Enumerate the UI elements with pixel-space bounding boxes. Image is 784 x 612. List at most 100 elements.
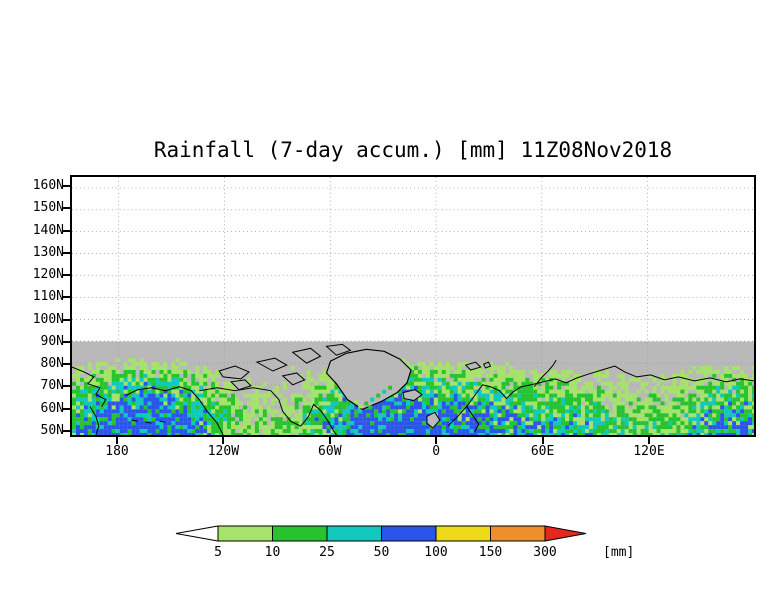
- y-tick-mark: [63, 385, 70, 388]
- rain-cell: [708, 381, 713, 386]
- rain-cell: [469, 385, 474, 390]
- rain-cell: [588, 409, 593, 414]
- rain-cell: [402, 397, 407, 402]
- rain-cell: [525, 413, 530, 418]
- rain-cell: [672, 373, 677, 378]
- rain-cell: [672, 413, 677, 418]
- rain-cell: [700, 421, 705, 426]
- rain-cell: [481, 433, 486, 435]
- rain-cell: [322, 397, 327, 402]
- rain-cell: [143, 373, 148, 378]
- rain-cell: [322, 417, 327, 422]
- rain-cell: [87, 389, 92, 394]
- rain-cell: [413, 366, 418, 371]
- rain-cell: [366, 433, 371, 435]
- rain-cell: [541, 413, 546, 418]
- rain-cell: [437, 381, 442, 386]
- rain-cell: [469, 389, 474, 394]
- rain-cell: [664, 385, 669, 390]
- rain-cell: [410, 366, 414, 371]
- rain-cell: [107, 409, 112, 414]
- rain-cell: [139, 413, 144, 418]
- rain-cell: [358, 433, 363, 435]
- rain-cell: [525, 429, 530, 434]
- rain-cell: [569, 397, 574, 402]
- rain-cell: [334, 397, 339, 402]
- rain-cell: [728, 409, 733, 414]
- rain-cell: [191, 385, 196, 390]
- rain-cell: [505, 425, 510, 430]
- rain-cell: [525, 377, 530, 382]
- rain-cell: [413, 433, 418, 435]
- rain-cell: [83, 377, 88, 382]
- rain-cell: [107, 405, 112, 410]
- colorbar-tick-label: 150: [479, 545, 502, 560]
- rain-cell: [533, 373, 538, 378]
- rain-cell: [429, 362, 434, 367]
- rain-cell: [660, 389, 665, 394]
- rain-cell: [115, 401, 120, 406]
- rain-cell: [318, 409, 323, 414]
- rain-cell: [274, 417, 279, 422]
- rain-cell: [139, 393, 144, 398]
- rain-cell: [266, 405, 271, 410]
- rain-cell: [163, 393, 168, 398]
- rain-cell: [596, 389, 601, 394]
- rain-cell: [406, 421, 411, 426]
- rain-cell: [330, 389, 335, 394]
- rain-cell: [139, 397, 144, 402]
- rain-cell: [636, 397, 641, 402]
- rain-cell: [648, 413, 653, 418]
- rain-cell: [87, 373, 92, 378]
- rain-cell: [115, 433, 120, 435]
- rain-cell: [99, 417, 104, 422]
- rain-cell: [215, 373, 220, 378]
- rain-cell: [338, 425, 343, 430]
- rain-cell: [740, 370, 745, 374]
- rain-cell: [298, 429, 303, 434]
- rain-cell: [151, 433, 156, 435]
- rain-cell: [481, 397, 486, 402]
- rain-cell: [274, 425, 279, 430]
- rain-cell: [358, 421, 363, 426]
- rain-cell: [600, 417, 605, 422]
- rain-cell: [199, 373, 204, 378]
- rain-cell: [493, 385, 498, 390]
- rain-cell: [549, 425, 554, 430]
- rain-cell: [406, 385, 411, 390]
- rain-cell: [334, 425, 339, 430]
- rain-cell: [584, 409, 589, 414]
- y-tick-mark: [63, 363, 70, 365]
- rain-cell: [421, 362, 426, 367]
- rain-cell: [596, 405, 601, 410]
- y-tick-mark: [63, 318, 70, 321]
- rain-cell: [306, 381, 311, 386]
- y-tick-mark: [63, 185, 70, 187]
- rain-cell: [322, 421, 327, 426]
- rain-cell: [553, 381, 558, 386]
- rain-cell: [541, 417, 546, 422]
- rain-cell: [239, 377, 243, 382]
- rain-cell: [509, 409, 514, 414]
- rain-cell: [72, 421, 76, 426]
- rain-cell: [374, 433, 379, 435]
- rain-cell: [242, 417, 247, 422]
- rain-cell: [684, 397, 689, 402]
- rain-cell: [485, 417, 490, 422]
- rain-cell: [457, 413, 462, 418]
- rain-cell: [497, 397, 502, 402]
- rain-cell: [549, 421, 554, 426]
- rain-cell: [211, 397, 216, 402]
- rain-cell: [95, 370, 100, 374]
- rain-cell: [740, 417, 745, 422]
- rain-cell: [75, 377, 80, 382]
- rain-cell: [135, 389, 140, 394]
- rain-cell: [211, 381, 216, 386]
- rain-cell: [704, 425, 709, 430]
- rain-cell: [537, 389, 542, 394]
- rain-cell: [728, 405, 733, 410]
- rain-cell: [493, 425, 498, 430]
- rain-cell: [215, 425, 220, 430]
- rain-cell: [489, 373, 494, 378]
- rain-cell: [139, 377, 144, 382]
